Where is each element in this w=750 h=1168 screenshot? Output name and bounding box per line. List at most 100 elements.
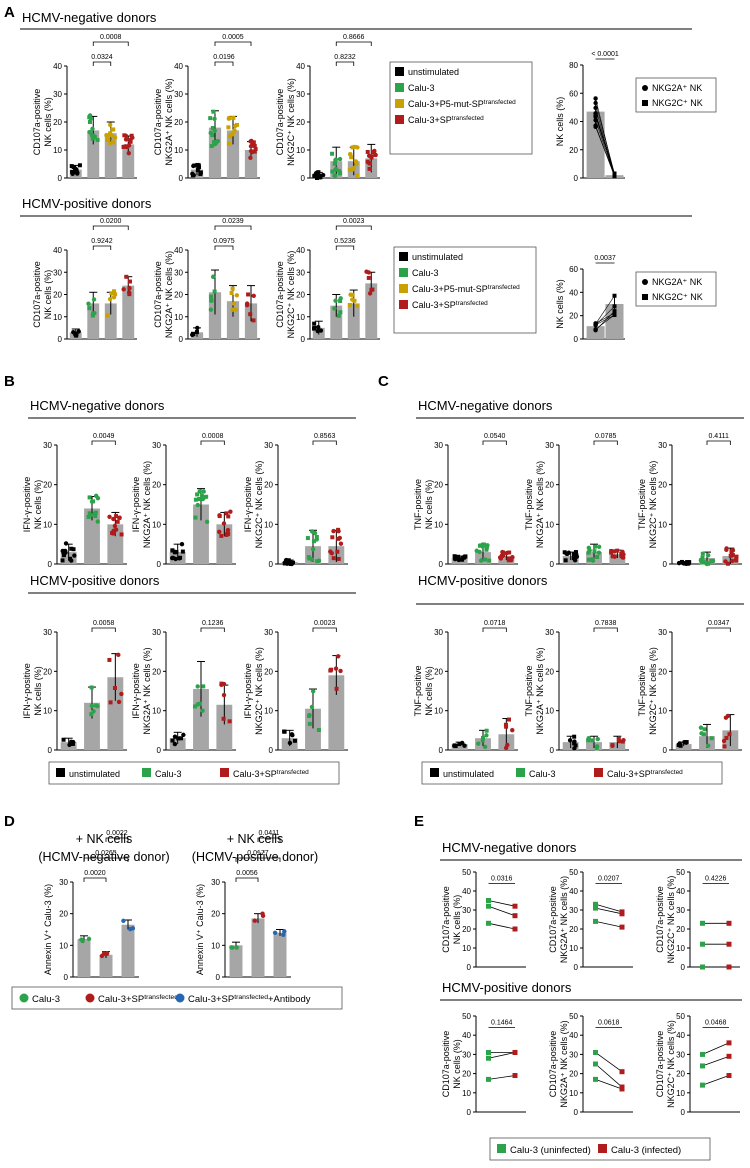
y-axis-label: CD107a-positiveNK cells (%) xyxy=(441,886,462,953)
y-tick-label: 30 xyxy=(296,90,305,99)
y-axis-label-line: IFN-γ-positive xyxy=(131,663,141,719)
data-point xyxy=(483,557,488,562)
label-text: Calu-3 xyxy=(408,83,435,93)
y-tick-label: 10 xyxy=(296,146,305,155)
y-tick-label: 40 xyxy=(569,1031,578,1040)
y-tick-label: 10 xyxy=(53,313,62,322)
data-point xyxy=(486,898,491,903)
data-point xyxy=(110,531,115,536)
y-axis-label-line: CD107a-positive xyxy=(275,89,285,156)
p-value: 0.0022 xyxy=(106,830,128,837)
significance-bracket xyxy=(214,245,234,250)
chart-B-pos-3: 0 10 20 30 IFN-γ-positiveNKG2C⁺ NK cells (%)… xyxy=(243,620,348,755)
legend-swatch xyxy=(395,115,404,124)
chart-E-pos-1: 0 10 20 30 40 50 CD107a-positiveNK cells (%) 0.… xyxy=(441,1012,526,1117)
y-tick-label: 30 xyxy=(53,90,62,99)
data-point xyxy=(252,149,257,154)
legend-swatch xyxy=(395,99,404,108)
label-superscript: transfected xyxy=(452,115,484,122)
y-tick-label: 20 xyxy=(462,925,471,934)
data-point xyxy=(94,703,99,708)
data-point xyxy=(500,550,505,555)
data-point xyxy=(315,559,320,564)
data-point xyxy=(89,132,95,138)
y-tick-label: 50 xyxy=(462,868,471,877)
panel-label-C: C xyxy=(378,373,389,390)
data-point xyxy=(204,519,210,524)
legend-border xyxy=(421,761,723,785)
significance-bracket xyxy=(200,440,225,445)
data-point xyxy=(726,1040,732,1046)
y-tick-label: 20 xyxy=(676,1070,685,1079)
section-header: HCMV-negative donors xyxy=(442,840,577,855)
data-point xyxy=(176,736,181,741)
y-tick-label: 30 xyxy=(296,268,305,277)
data-point xyxy=(619,1069,625,1075)
chart-C-neg-2: 0 10 20 30 TNF-positiveNKG2A⁺ NK cells (%) 0.… xyxy=(524,433,629,569)
y-axis-label-line: IFN-γ-positive xyxy=(22,477,32,533)
data-point xyxy=(700,555,705,560)
data-point xyxy=(593,901,598,907)
significance-bracket xyxy=(235,857,281,862)
p-value: 0.0177 xyxy=(247,850,269,857)
chart-A-neg-NK: 0 20 40 60 80 NK cells (%) < 0.0001 xyxy=(555,51,625,183)
data-point xyxy=(227,719,232,724)
chart-C-pos-2: 0 10 20 30 TNF-positiveNKG2A⁺ NK cells (%) 0.… xyxy=(524,620,629,755)
data-point xyxy=(282,729,287,734)
data-point xyxy=(721,738,727,744)
y-axis-label-line: NK cells (%) xyxy=(43,270,53,320)
paired-line xyxy=(488,922,516,930)
data-point xyxy=(208,307,214,312)
section-header: HCMV-negative donors xyxy=(418,398,553,413)
y-axis-label-line: TNF-positive xyxy=(413,479,423,530)
y-axis-label: TNF-positiveNK cells (%) xyxy=(413,665,434,716)
legend-circle-marker xyxy=(642,279,648,285)
section-header: HCMV-positive donors xyxy=(22,196,152,211)
legend-circle-marker xyxy=(642,85,648,91)
significance-bracket xyxy=(235,877,259,882)
p-value: 0.0718 xyxy=(484,620,506,627)
y-axis-label-line: NKG2C⁺ NK cells (%) xyxy=(666,1020,676,1108)
y-axis-label-line: NKG2C⁺ NK cells (%) xyxy=(254,461,264,549)
data-point xyxy=(60,558,65,563)
nk-legend: NKG2A⁺ NK NKG2C⁺ NK xyxy=(635,77,717,113)
data-point xyxy=(310,688,316,694)
p-value: 0.1464 xyxy=(491,1020,513,1027)
y-tick-label: 20 xyxy=(434,667,443,676)
y-axis-label-line: NKG2C⁺ NK cells (%) xyxy=(666,876,676,964)
data-point xyxy=(336,313,341,318)
data-point xyxy=(593,1076,598,1082)
legend-border xyxy=(48,761,340,785)
y-axis-label-line: NK cells (%) xyxy=(43,97,53,147)
p-value: 0.7838 xyxy=(595,620,617,627)
y-tick-label: 0 xyxy=(157,746,162,755)
data-point xyxy=(190,331,195,336)
data-point xyxy=(90,136,95,141)
y-tick-label: 30 xyxy=(434,441,443,450)
data-point xyxy=(334,686,339,691)
data-point xyxy=(198,171,203,176)
label-suffix: +Antibody xyxy=(268,994,311,1005)
data-point xyxy=(462,743,467,748)
legend-swatch xyxy=(19,993,29,1003)
data-point xyxy=(700,560,705,565)
data-point xyxy=(365,149,370,154)
paired-line xyxy=(595,116,615,174)
y-tick-label: 30 xyxy=(152,628,161,637)
p-value: 0.0020 xyxy=(84,870,106,877)
y-tick-label: 0 xyxy=(550,746,555,755)
data-point xyxy=(312,539,317,544)
y-tick-label: 0 xyxy=(663,560,668,569)
data-point xyxy=(314,176,319,180)
y-tick-label: 20 xyxy=(676,925,685,934)
section-header: HCMV-negative donors xyxy=(22,10,157,25)
data-point xyxy=(687,560,692,565)
data-point xyxy=(211,109,216,114)
data-point xyxy=(724,735,729,740)
p-value: 0.0239 xyxy=(222,218,244,225)
y-tick-label: 40 xyxy=(53,62,62,71)
data-point xyxy=(86,936,92,942)
data-point xyxy=(593,1061,598,1067)
data-point xyxy=(504,724,509,729)
data-point xyxy=(730,553,735,558)
